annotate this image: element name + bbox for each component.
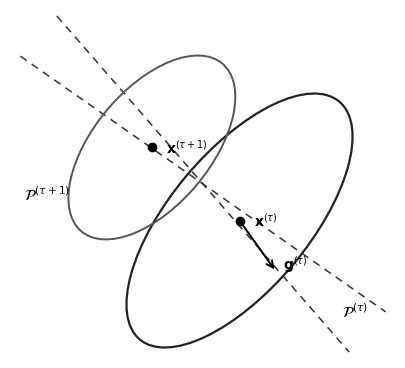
Text: $\mathbf{g}^{(\tau)}$: $\mathbf{g}^{(\tau)}$ bbox=[283, 254, 307, 275]
Text: $\mathcal{P}^{(\tau+1)}$: $\mathcal{P}^{(\tau+1)}$ bbox=[24, 185, 70, 204]
Text: $\mathcal{P}^{(\tau)}$: $\mathcal{P}^{(\tau)}$ bbox=[341, 302, 367, 321]
Text: $\mathbf{x}^{(\tau)}$: $\mathbf{x}^{(\tau)}$ bbox=[254, 212, 277, 230]
Text: $\mathbf{x}^{(\tau+1)}$: $\mathbf{x}^{(\tau+1)}$ bbox=[166, 138, 208, 156]
